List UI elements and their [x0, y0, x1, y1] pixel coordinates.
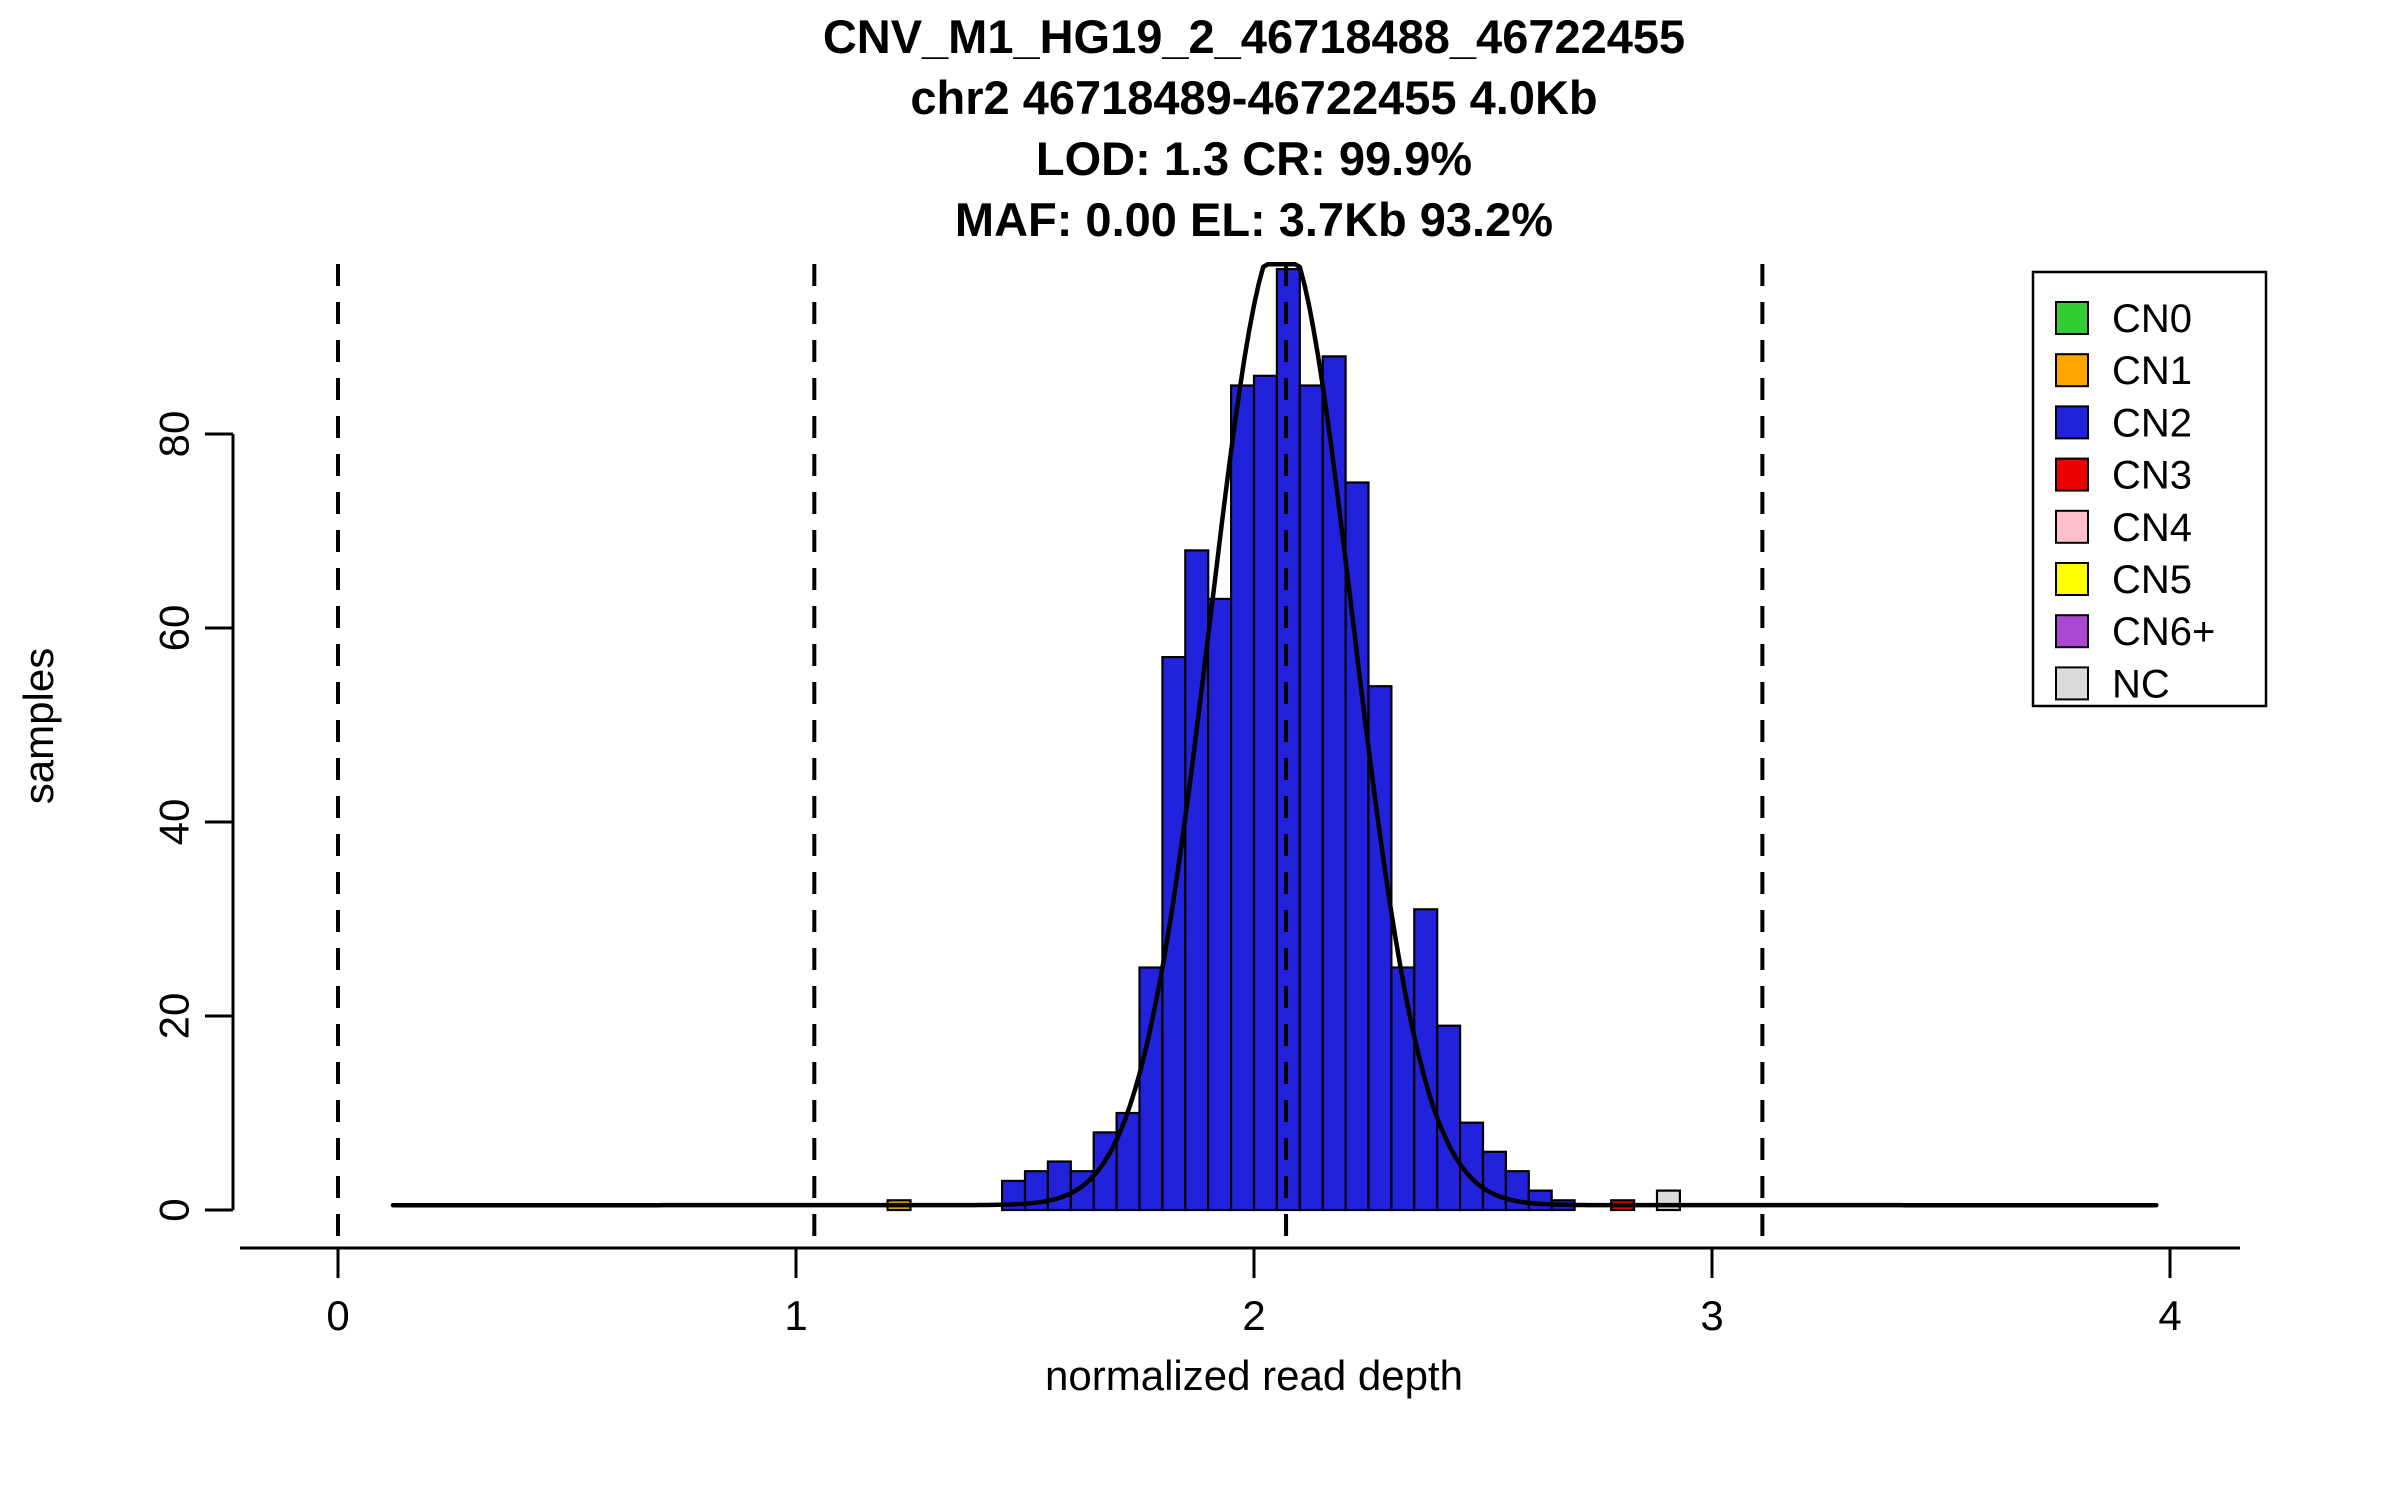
legend-swatch-CN6+ — [2055, 614, 2089, 649]
chart-title-line-2: chr2 46718489-46722455 4.0Kb — [910, 71, 1598, 124]
x-tick-label: 0 — [326, 1292, 349, 1339]
histogram-bar-CN2 — [1252, 374, 1278, 1212]
legend-label-CN0: CN0 — [2112, 297, 2192, 341]
x-tick-label: 2 — [1242, 1292, 1265, 1339]
legend-label-CN2: CN2 — [2112, 401, 2192, 445]
histogram-bar-CN2 — [1481, 1150, 1507, 1212]
histogram-bar-CN2 — [1436, 1024, 1462, 1212]
y-tick-label: 20 — [151, 993, 198, 1040]
legend-swatch-CN1 — [2055, 353, 2089, 388]
chart-title-line-1: CNV_M1_HG19_2_46718488_46722455 — [822, 10, 1686, 63]
histogram-bar-CN2 — [1229, 384, 1256, 1212]
histogram-bar-CN2 — [1161, 655, 1187, 1212]
legend-label-CN5: CN5 — [2112, 558, 2192, 602]
legend-swatch-CN5 — [2055, 562, 2089, 596]
histogram-bar-CN2 — [1138, 966, 1164, 1212]
y-tick-label: 60 — [151, 605, 198, 652]
x-tick-label: 4 — [2158, 1292, 2181, 1339]
legend-label-CN3: CN3 — [2112, 454, 2192, 498]
chart-title: CNV_M1_HG19_2_46718488_46722455 chr2 467… — [254, 6, 2254, 250]
legend-swatch-CN0 — [2055, 301, 2089, 335]
histogram-bar-CN2 — [1390, 966, 1416, 1212]
legend-swatch-NC — [2055, 666, 2089, 701]
legend-label-CN1: CN1 — [2112, 349, 2192, 393]
legend-swatch-CN3 — [2055, 457, 2089, 492]
legend-label-CN6+: CN6+ — [2112, 610, 2215, 654]
y-tick-label: 80 — [151, 411, 198, 458]
histogram-bar-CN2 — [1367, 685, 1393, 1212]
y-axis-label: samples — [15, 647, 62, 805]
legend-label-CN4: CN4 — [2112, 506, 2192, 550]
x-axis-label: normalized read depth — [1045, 1352, 1463, 1399]
legend-label-NC: NC — [2112, 662, 2170, 706]
histogram-bar-CN2 — [1207, 597, 1233, 1212]
histogram-bar-CN2 — [1046, 1160, 1072, 1212]
histogram-bar-CN2 — [1298, 384, 1324, 1212]
x-tick-label: 3 — [1700, 1292, 1723, 1339]
histogram-bar-CN2 — [1527, 1189, 1553, 1212]
legend-swatch-CN2 — [2055, 405, 2089, 440]
y-tick-label: 40 — [151, 799, 198, 846]
legend-swatch-CN4 — [2055, 509, 2089, 544]
histogram-bar-CN2 — [1275, 268, 1301, 1212]
chart-title-line-3: LOD: 1.3 CR: 99.9% — [1035, 132, 1473, 185]
y-tick-label: 0 — [151, 1198, 198, 1221]
chart-title-line-4: MAF: 0.00 EL: 3.7Kb 93.2% — [954, 193, 1554, 246]
x-tick-label: 1 — [784, 1292, 807, 1339]
density-curve — [390, 262, 2159, 1208]
